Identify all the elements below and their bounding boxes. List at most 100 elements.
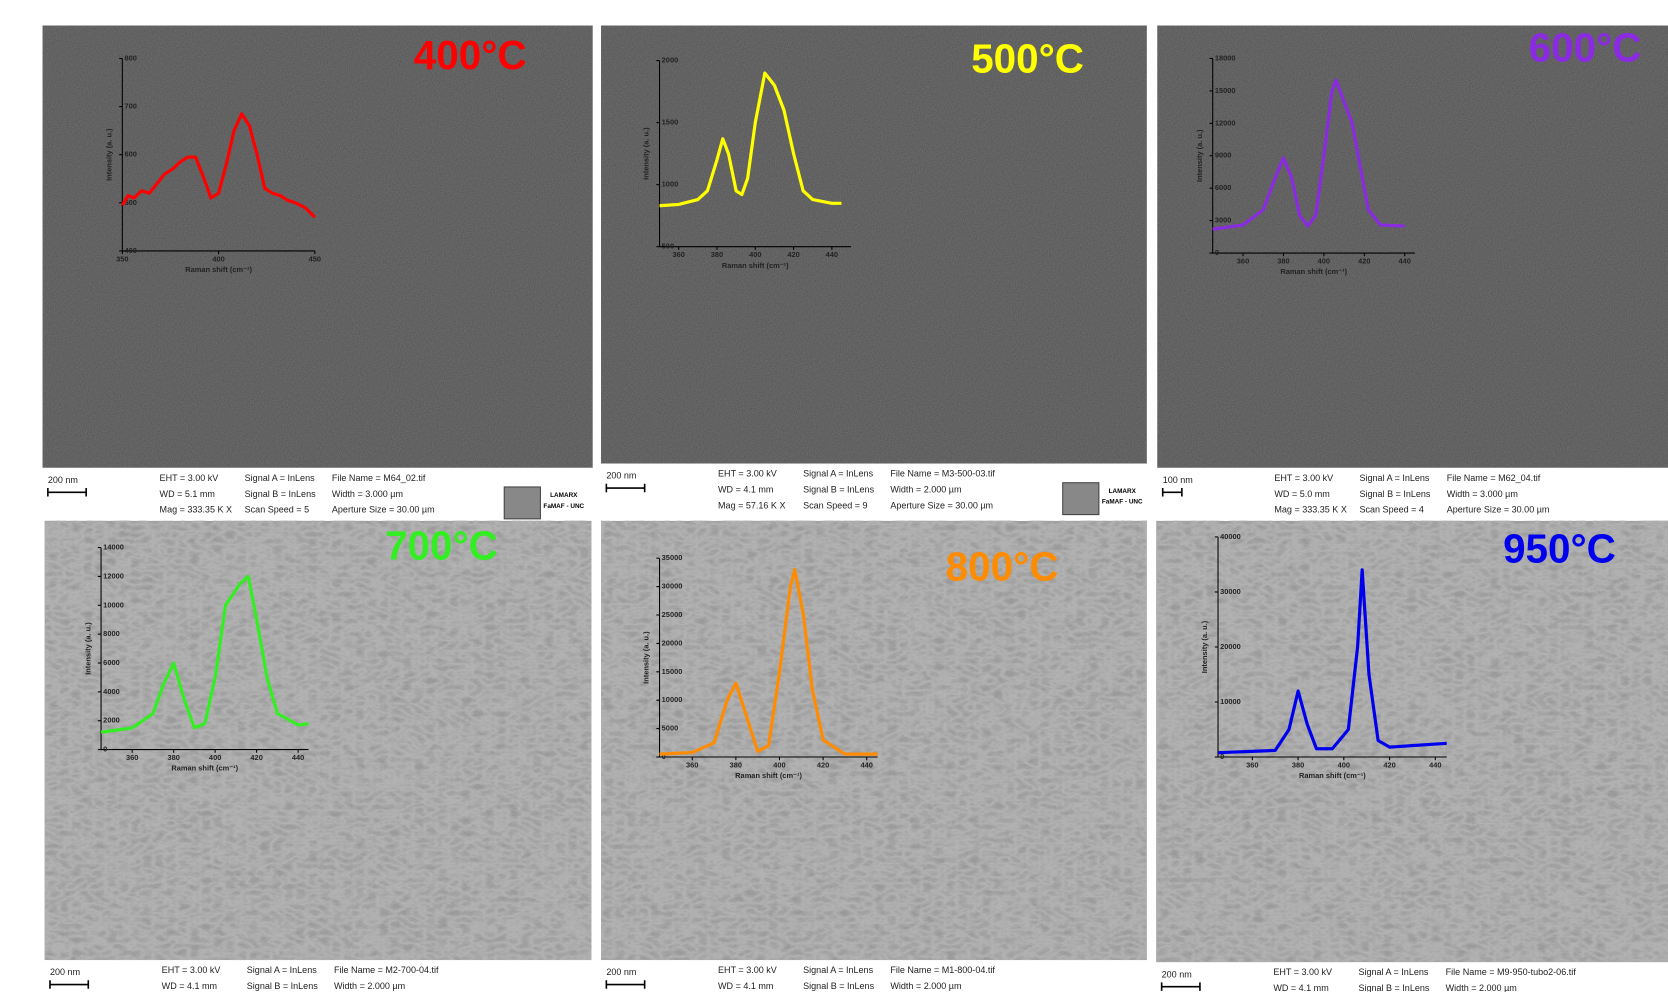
scale-bar-label: 200 nm — [50, 967, 80, 977]
sem-info: Width = 3.000 µm — [1447, 489, 1518, 499]
x-tick-label: 380 — [711, 250, 723, 259]
x-tick-label: 420 — [250, 753, 262, 762]
sem-info: Signal A = InLens — [803, 469, 873, 479]
logo-text: FaMAF - UNC — [543, 503, 584, 510]
panel-title: 600°C — [1529, 25, 1642, 71]
sem-info: Mag = 57.16 K X — [718, 500, 785, 510]
logo-icon — [504, 487, 540, 519]
sem-info: EHT = 3.00 kV — [718, 965, 777, 975]
sem-info: File Name = M1-800-04.tif — [890, 965, 995, 975]
y-tick-label: 30000 — [1220, 587, 1241, 596]
sem-info: Signal A = InLens — [245, 473, 315, 483]
logo-icon — [1063, 483, 1099, 515]
sem-info: Signal B = InLens — [803, 981, 874, 991]
y-tick-label: 5000 — [662, 724, 679, 733]
x-tick-label: 360 — [672, 250, 684, 259]
sem-info: Mag = 333.35 K X — [160, 505, 232, 515]
sem-info: EHT = 3.00 kV — [160, 473, 219, 483]
sem-image — [45, 521, 592, 960]
x-axis-label: Raman shift (cm⁻¹) — [735, 771, 802, 780]
y-tick-label: 15000 — [662, 667, 683, 676]
y-tick-label: 3000 — [1215, 216, 1232, 225]
page: 200 nm EHT = 3.00 kV Signal A = InLens File… — [0, 0, 1668, 992]
panel-title: 800°C — [946, 544, 1059, 590]
x-tick-label: 420 — [1383, 761, 1395, 770]
sem-info: EHT = 3.00 kV — [1273, 967, 1332, 977]
y-axis-label: Intensity (a. u.) — [1200, 620, 1209, 673]
sem-info: Width = 2.000 µm — [890, 981, 961, 991]
x-tick-label: 360 — [1237, 257, 1249, 266]
sem-info: WD = 4.1 mm — [162, 981, 217, 991]
x-tick-label: 420 — [817, 761, 829, 770]
y-axis-label: Intensity (a. u.) — [1195, 129, 1204, 182]
y-tick-label: 0 — [103, 745, 107, 754]
sem-info: File Name = M64_02.tif — [332, 473, 426, 483]
sem-info: Signal A = InLens — [1360, 473, 1430, 483]
y-tick-label: 20000 — [662, 638, 683, 647]
y-tick-label: 600 — [124, 150, 136, 159]
x-tick-label: 400 — [1338, 761, 1350, 770]
y-tick-label: 2000 — [662, 56, 679, 65]
x-tick-label: 400 — [749, 250, 761, 259]
sem-info: WD = 4.1 mm — [718, 981, 773, 991]
sem-info: WD = 5.1 mm — [160, 489, 215, 499]
y-tick-label: 20000 — [1220, 642, 1241, 651]
x-tick-label: 360 — [1246, 761, 1258, 770]
sem-info: WD = 4.1 mm — [718, 485, 773, 495]
y-tick-label: 9000 — [1215, 151, 1232, 160]
y-axis-label: Intensity (a. u.) — [642, 127, 651, 180]
scale-bar-label: 200 nm — [606, 967, 636, 977]
x-tick-label: 380 — [1292, 761, 1304, 770]
x-tick-label: 350 — [116, 254, 128, 263]
y-tick-label: 800 — [124, 53, 136, 62]
panel-title: 950°C — [1503, 525, 1616, 571]
sem-info: Width = 2.000 µm — [890, 485, 961, 495]
scale-bar-label: 200 nm — [48, 475, 78, 485]
sem-info: Scan Speed = 4 — [1360, 505, 1424, 515]
y-tick-label: 10000 — [1220, 697, 1241, 706]
sem-info: Signal A = InLens — [803, 965, 873, 975]
panel-title: 400°C — [414, 32, 527, 78]
x-tick-label: 400 — [773, 761, 785, 770]
sem-image — [601, 521, 1147, 960]
x-tick-label: 360 — [126, 753, 138, 762]
x-tick-label: 420 — [787, 250, 799, 259]
y-tick-label: 18000 — [1215, 53, 1236, 62]
logo-text: FaMAF - UNC — [1102, 499, 1143, 506]
y-tick-label: 6000 — [1215, 183, 1232, 192]
x-tick-label: 440 — [826, 250, 838, 259]
y-axis-label: Intensity (a. u.) — [105, 128, 114, 181]
logo-text: LAMARX — [550, 492, 578, 499]
x-tick-label: 400 — [209, 753, 221, 762]
y-tick-label: 14000 — [103, 543, 124, 552]
y-tick-label: 0 — [1215, 248, 1219, 257]
sem-info: Signal B = InLens — [1358, 983, 1429, 992]
info-bar — [45, 960, 592, 992]
y-tick-label: 40000 — [1220, 532, 1241, 541]
logo-text: LAMARX — [1109, 488, 1137, 495]
y-axis-label: Intensity (a. u.) — [642, 631, 651, 684]
x-tick-label: 450 — [309, 254, 321, 263]
x-tick-label: 440 — [860, 761, 872, 770]
y-tick-label: 25000 — [662, 610, 683, 619]
x-tick-label: 440 — [292, 753, 304, 762]
sem-info: EHT = 3.00 kV — [718, 469, 777, 479]
sem-info: Aperture Size = 30.00 µm — [332, 505, 435, 515]
x-tick-label: 440 — [1399, 257, 1411, 266]
sem-image — [601, 26, 1147, 464]
sem-info: Aperture Size = 30.00 µm — [890, 500, 993, 510]
x-axis-label: Raman shift (cm⁻¹) — [1299, 771, 1366, 780]
x-tick-label: 420 — [1358, 257, 1370, 266]
y-tick-label: 10000 — [662, 695, 683, 704]
sem-info: EHT = 3.00 kV — [162, 965, 221, 975]
sem-info: Scan Speed = 9 — [803, 500, 867, 510]
x-tick-label: 360 — [686, 761, 698, 770]
y-tick-label: 30000 — [662, 582, 683, 591]
x-tick-label: 380 — [1277, 257, 1289, 266]
sem-info: Signal A = InLens — [1358, 967, 1428, 977]
y-tick-label: 35000 — [662, 553, 683, 562]
sem-info: WD = 5.0 mm — [1274, 489, 1329, 499]
sem-info: Width = 2.000 µm — [1446, 983, 1517, 992]
sem-info: Mag = 333.35 K X — [1274, 505, 1346, 515]
x-tick-label: 440 — [1429, 761, 1441, 770]
